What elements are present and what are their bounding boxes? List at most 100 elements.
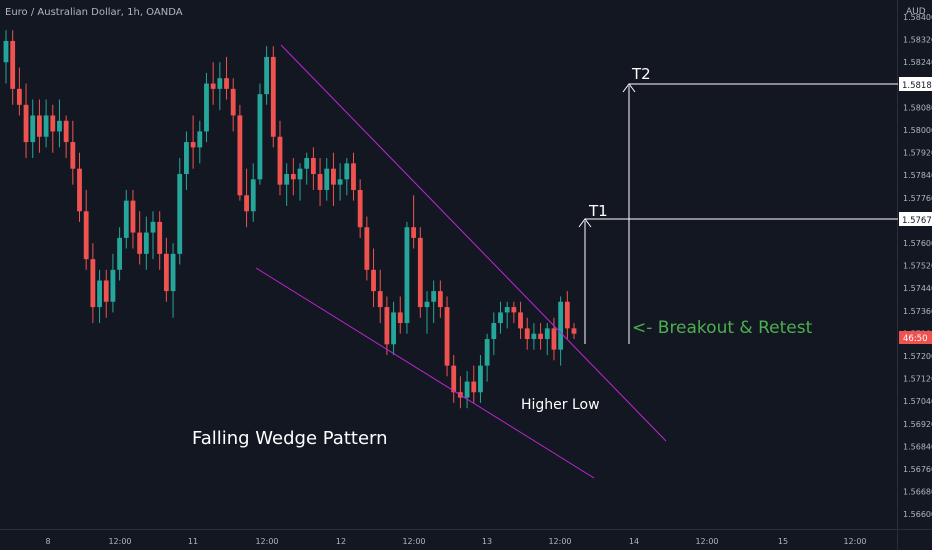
candle-bear: [157, 221, 163, 254]
candle-bear: [23, 104, 29, 143]
breakout-retest-label: <- Breakout & Retest: [632, 318, 813, 338]
time-tick-label: 8: [45, 537, 50, 546]
candle-bear: [130, 200, 136, 233]
time-tick-label: 12:00: [255, 537, 278, 546]
candle-bull: [391, 312, 396, 345]
time-axis[interactable]: 8 12:00 11 12:00 12 12:00 13 12:00 14 12:00 15 12:0…: [45, 537, 866, 546]
candle-bear: [290, 174, 296, 180]
t1-price-tag-text: 1.57676: [902, 216, 932, 226]
candle-bull: [3, 40, 9, 63]
time-tick-label: 12:00: [108, 537, 131, 546]
candle-bear: [224, 78, 229, 89]
price-tick-label: 1.58400: [903, 13, 932, 22]
candle-bull: [431, 291, 437, 302]
candle-bear: [564, 301, 570, 329]
candle-bull: [30, 115, 36, 143]
time-tick-label: 12: [336, 537, 346, 546]
candle-bear: [364, 227, 370, 270]
price-tick-label: 1.56920: [903, 420, 932, 429]
t2-arrow-head: [622, 83, 636, 93]
price-tick-label: 1.58240: [903, 58, 932, 67]
price-tick-label: 1.57840: [903, 171, 932, 180]
candle-bull: [257, 94, 263, 180]
candle-bull: [344, 163, 350, 180]
candle-bull: [217, 78, 223, 89]
candle-bear: [511, 307, 517, 313]
price-tick-label: 1.56840: [903, 442, 932, 451]
current-price-tag-text: 46:50: [903, 334, 928, 344]
candle-bear: [444, 307, 450, 366]
price-tick-label: 1.56600: [903, 510, 932, 519]
candle-bear: [230, 88, 236, 116]
candle-bull: [264, 56, 270, 95]
candle-bear: [103, 280, 109, 302]
candle-bear: [16, 88, 22, 105]
time-tick-label: 11: [188, 537, 198, 546]
candle-bull: [424, 301, 430, 308]
candle-bull: [110, 269, 116, 302]
candle-bear: [518, 312, 523, 329]
wedge-upper-trendline[interactable]: [280, 44, 667, 442]
candle-bear: [451, 365, 457, 393]
candle-bear: [83, 211, 89, 260]
candle-bull: [197, 131, 203, 148]
candle-bear: [10, 40, 16, 89]
candle-bull: [123, 200, 129, 238]
candlestick-series: [3, 30, 577, 409]
candle-bull: [57, 120, 62, 132]
candle-bull: [97, 280, 102, 308]
time-tick-label: 12:00: [695, 537, 718, 546]
t2-price-tag-text: 1.58180: [902, 81, 932, 91]
candle-bull: [558, 301, 564, 350]
candle-bear: [524, 328, 530, 340]
price-tick-label: 1.57440: [903, 284, 932, 293]
candle-bull: [304, 158, 310, 169]
price-tick-label: 1.57920: [903, 149, 932, 158]
price-tick-label: 1.57520: [903, 262, 932, 271]
candle-bull: [544, 328, 550, 340]
candle-bear: [310, 158, 316, 175]
candle-bull: [284, 174, 290, 185]
candle-bear: [384, 307, 390, 345]
candle-bear: [163, 253, 169, 292]
candle-bear: [77, 168, 82, 212]
t1-price-tag: [899, 212, 932, 226]
candle-bull: [297, 168, 303, 180]
candle-bear: [551, 328, 557, 350]
candle-bull: [484, 339, 490, 366]
candle-bull: [337, 179, 343, 185]
price-tick-label: 1.58080: [903, 103, 932, 112]
candle-bear: [237, 115, 243, 196]
candle-bull: [491, 323, 497, 340]
candle-bull: [464, 381, 470, 398]
price-tick-label: 1.57200: [903, 352, 932, 361]
candle-bear: [210, 83, 216, 89]
candle-bear: [137, 232, 143, 254]
time-tick-label: 14: [629, 537, 639, 546]
candle-bear: [571, 328, 577, 334]
candle-bear: [471, 381, 477, 393]
candle-bear: [357, 189, 363, 228]
price-tick-label: 1.57760: [903, 194, 932, 203]
candle-bear: [277, 136, 283, 185]
candle-bear: [190, 142, 196, 148]
candle-bull: [43, 115, 49, 137]
candle-bull: [531, 333, 537, 340]
candle-bull: [504, 307, 510, 313]
pattern-label: Falling Wedge Pattern: [192, 428, 388, 449]
time-tick-label: 15: [778, 537, 788, 546]
candle-bear: [377, 291, 383, 308]
candle-bear: [317, 174, 323, 190]
candle-bear: [63, 120, 69, 143]
wedge-lower-trendline[interactable]: [255, 267, 595, 479]
price-tick-label: 1.57600: [903, 239, 932, 248]
candle-bear: [417, 237, 423, 308]
candle-bear: [37, 115, 42, 137]
candle-bear: [397, 312, 403, 324]
candle-bull: [117, 237, 123, 270]
price-tick-label: 1.57120: [903, 375, 932, 384]
candle-bull: [324, 168, 330, 190]
price-tick-label: 1.56760: [903, 465, 932, 474]
